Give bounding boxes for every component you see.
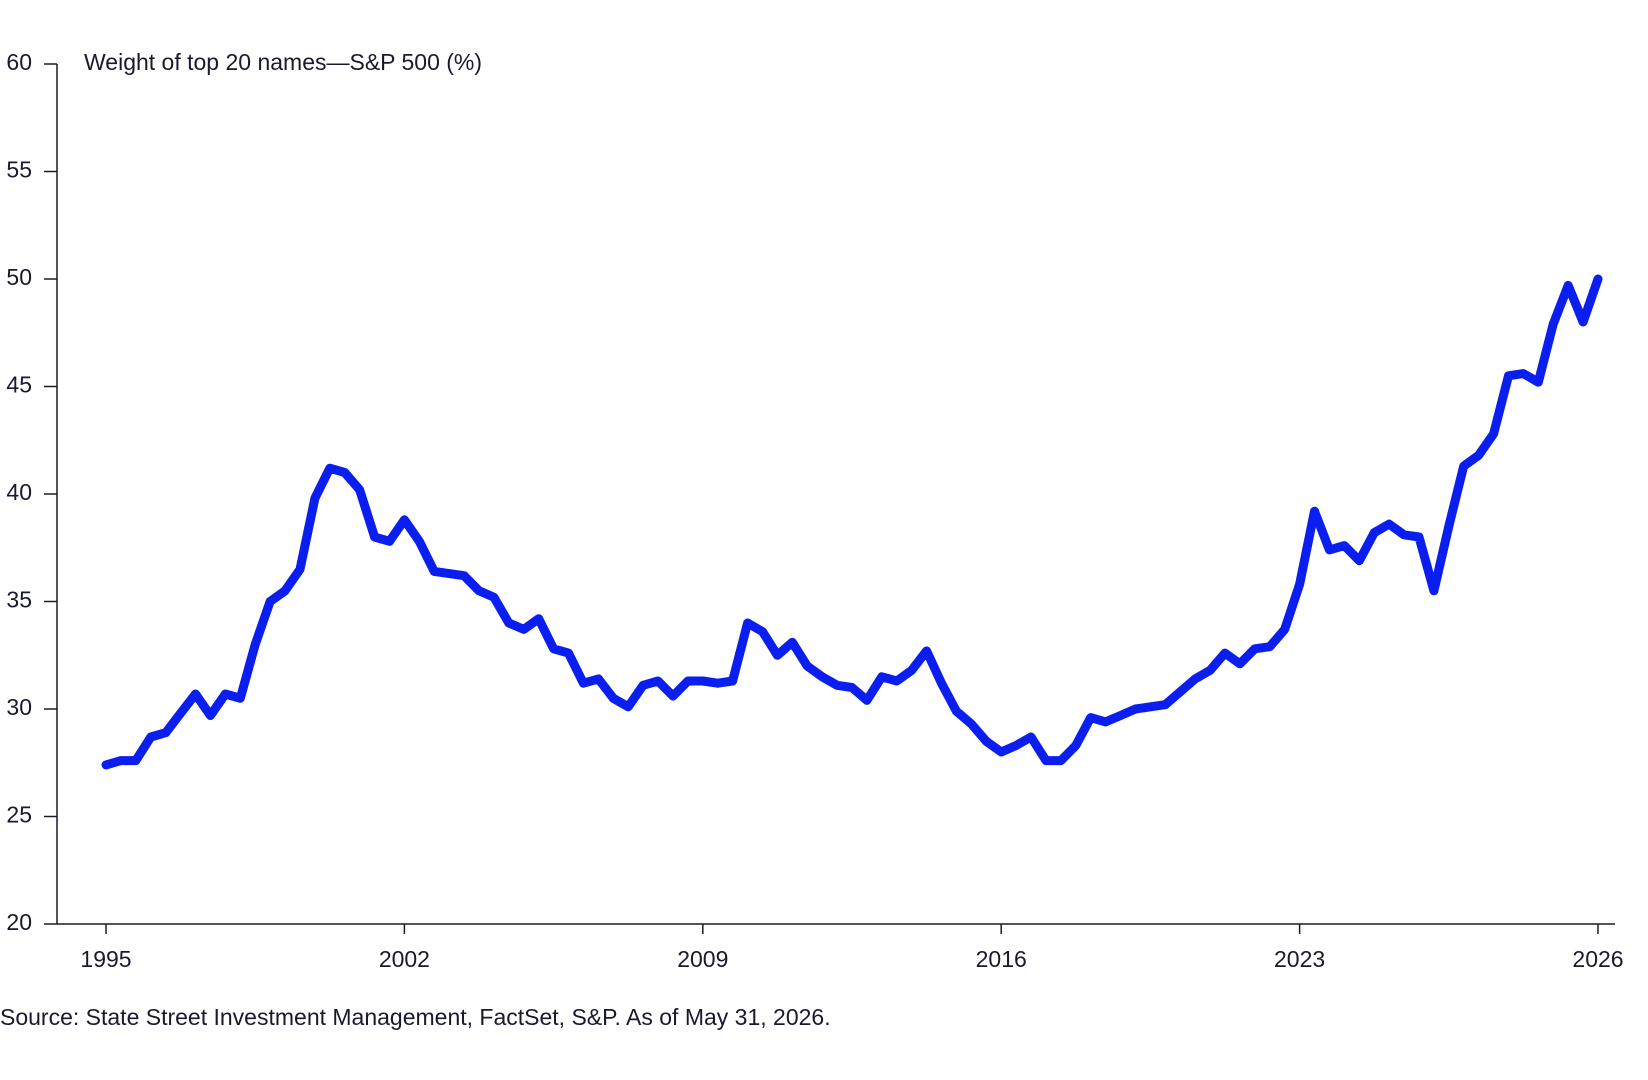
y-tick-label: 40 xyxy=(6,479,32,505)
y-tick-label: 55 xyxy=(6,157,32,183)
y-tick-label: 60 xyxy=(6,49,32,75)
x-tick-label: 2016 xyxy=(976,946,1027,972)
x-tick-label: 2023 xyxy=(1274,946,1325,972)
x-tick-label: 2009 xyxy=(677,946,728,972)
y-tick-label: 20 xyxy=(6,909,32,935)
x-tick-label: 1995 xyxy=(80,946,131,972)
y-tick-label: 30 xyxy=(6,694,32,720)
y-tick-label: 50 xyxy=(6,264,32,290)
y-tick-label: 45 xyxy=(6,372,32,398)
y-axis-title: Weight of top 20 names—S&P 500 (%) xyxy=(84,49,482,75)
data-line xyxy=(101,274,1603,770)
x-tick-label: 2026 xyxy=(1572,946,1623,972)
y-tick-label: 35 xyxy=(6,587,32,613)
source-note: Source: State Street Investment Manageme… xyxy=(0,1004,831,1030)
y-tick-label: 25 xyxy=(6,802,32,828)
x-tick-label: 2002 xyxy=(379,946,430,972)
